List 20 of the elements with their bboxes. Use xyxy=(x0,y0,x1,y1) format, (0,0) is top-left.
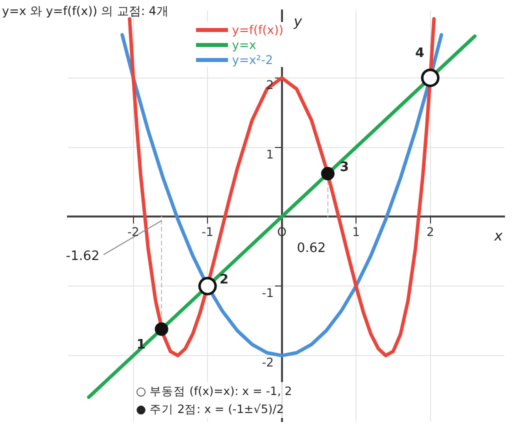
annotation: 4 xyxy=(415,46,424,62)
annotation: ● 주기 2점: x = (-1±√5)/2 xyxy=(136,401,285,418)
legend-label: y=x²-2 xyxy=(232,52,274,66)
x-tick-label: 1 xyxy=(352,224,360,239)
annotation: -1.62 xyxy=(66,249,100,264)
chart-title: y=x 와 y=f(f(x)) 의 교점: 4개 xyxy=(2,3,168,20)
annotation: 2 xyxy=(220,272,229,288)
y-tick-label: 1 xyxy=(266,147,274,162)
y-tick-label: -2 xyxy=(262,356,274,370)
y-tick-label: -1 xyxy=(262,286,274,300)
annotation: 0.62 xyxy=(296,241,326,256)
legend-label: y=f(f(x)) xyxy=(232,22,284,36)
annotation: 3 xyxy=(340,160,349,176)
x-tick-label: -1 xyxy=(202,224,214,239)
annotation: ○ 부동점 (f(x)=x): x = -1, 2 xyxy=(136,383,292,400)
x-tick-label: 2 xyxy=(426,224,434,239)
x-axis-title: x xyxy=(493,228,504,244)
x-tick-label: -2 xyxy=(127,224,140,239)
y-axis-title: y xyxy=(292,14,303,30)
legend-label: y=x xyxy=(232,38,256,52)
